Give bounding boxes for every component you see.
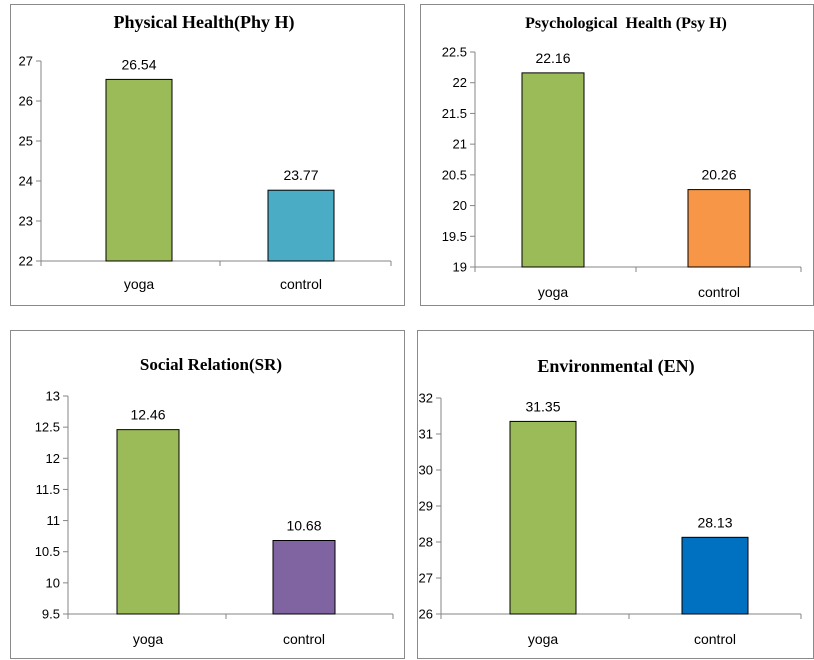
category-label-control: control — [280, 276, 322, 292]
bar-control — [272, 540, 336, 615]
y-tick-label: 19.5 — [442, 229, 467, 244]
y-tick-label: 12 — [46, 451, 60, 466]
data-label-control: 10.68 — [286, 518, 321, 534]
y-tick-label: 22 — [453, 75, 467, 90]
bar-yoga — [105, 78, 173, 262]
category-label-yoga: yoga — [124, 276, 155, 292]
y-tick-label: 22.5 — [442, 45, 467, 60]
chart-svg: Environmental (EN) 26 27 28 29 30 31 32 31.35 yog… — [419, 356, 802, 647]
y-tick-label: 22 — [19, 254, 33, 269]
y-tick-label: 26 — [419, 607, 433, 622]
category-label-yoga: yoga — [133, 631, 164, 647]
y-tick-label: 28 — [419, 535, 433, 550]
category-label-yoga: yoga — [528, 631, 559, 647]
data-label-yoga: 22.16 — [535, 50, 570, 66]
y-tick-label: 19 — [453, 260, 467, 275]
bar-yoga — [116, 429, 180, 615]
chart-physical-health: Physical Health(Phy H) 22 23 24 25 26 27 26.54 y… — [10, 4, 405, 306]
y-tick-label: 29 — [419, 499, 433, 514]
y-tick-label: 13 — [46, 389, 60, 404]
y-tick-label: 23 — [19, 214, 33, 229]
chart-svg: Physical Health(Phy H) 22 23 24 25 26 27 26.54 y… — [19, 12, 392, 292]
y-tick-label: 25 — [19, 134, 33, 149]
chart-title: Environmental (EN) — [537, 356, 694, 377]
bar-control — [687, 189, 751, 268]
y-tick-label: 20 — [453, 198, 467, 213]
bar-control — [267, 189, 335, 262]
y-tick-label: 32 — [419, 391, 433, 406]
y-tick-label: 11 — [47, 513, 61, 528]
y-tick-label: 10 — [46, 575, 60, 590]
chart-title: Psychological Health (Psy H) — [525, 15, 727, 32]
y-tick-label: 31 — [419, 427, 433, 442]
y-tick-label: 9.5 — [42, 607, 60, 622]
bar-yoga — [509, 420, 577, 615]
data-label-control: 23.77 — [283, 167, 318, 183]
chart-environmental: Environmental (EN) 26 27 28 29 30 31 32 31.35 yog… — [417, 330, 814, 659]
category-label-control: control — [283, 631, 325, 647]
bar-yoga — [521, 72, 585, 268]
chart-svg: Psychological Health (Psy H) 19 19.5 20 20.5… — [442, 15, 802, 300]
y-tick-label: 10.5 — [35, 544, 60, 559]
y-tick-label: 11.5 — [36, 482, 60, 497]
chart-title: Social Relation(SR) — [140, 355, 282, 374]
y-tick-label: 20.5 — [442, 167, 467, 182]
data-label-yoga: 12.46 — [130, 407, 165, 423]
category-label-yoga: yoga — [538, 284, 569, 300]
chart-svg: Social Relation(SR) 9.5 10 10.5 11 11.5 12 12.5… — [35, 355, 394, 647]
y-tick-label: 21 — [453, 137, 467, 152]
chart-title: Physical Health(Phy H) — [114, 12, 295, 33]
data-label-control: 20.26 — [701, 167, 736, 183]
category-label-control: control — [694, 631, 736, 647]
category-label-control: control — [698, 284, 740, 300]
data-label-yoga: 26.54 — [121, 56, 156, 72]
y-tick-label: 27 — [19, 54, 33, 69]
y-tick-label: 12.5 — [35, 420, 60, 435]
y-tick-label: 24 — [19, 174, 33, 189]
chart-social-relation: Social Relation(SR) 9.5 10 10.5 11 11.5 12 12.5… — [10, 330, 405, 659]
bar-control — [681, 536, 749, 615]
data-label-control: 28.13 — [697, 514, 732, 530]
y-tick-label: 30 — [419, 463, 433, 478]
data-label-yoga: 31.35 — [525, 398, 560, 414]
y-tick-label: 27 — [419, 571, 433, 586]
y-tick-label: 21.5 — [442, 106, 467, 121]
y-tick-label: 26 — [19, 94, 33, 109]
chart-psychological-health: Psychological Health (Psy H) 19 19.5 20 20.5… — [420, 4, 814, 306]
